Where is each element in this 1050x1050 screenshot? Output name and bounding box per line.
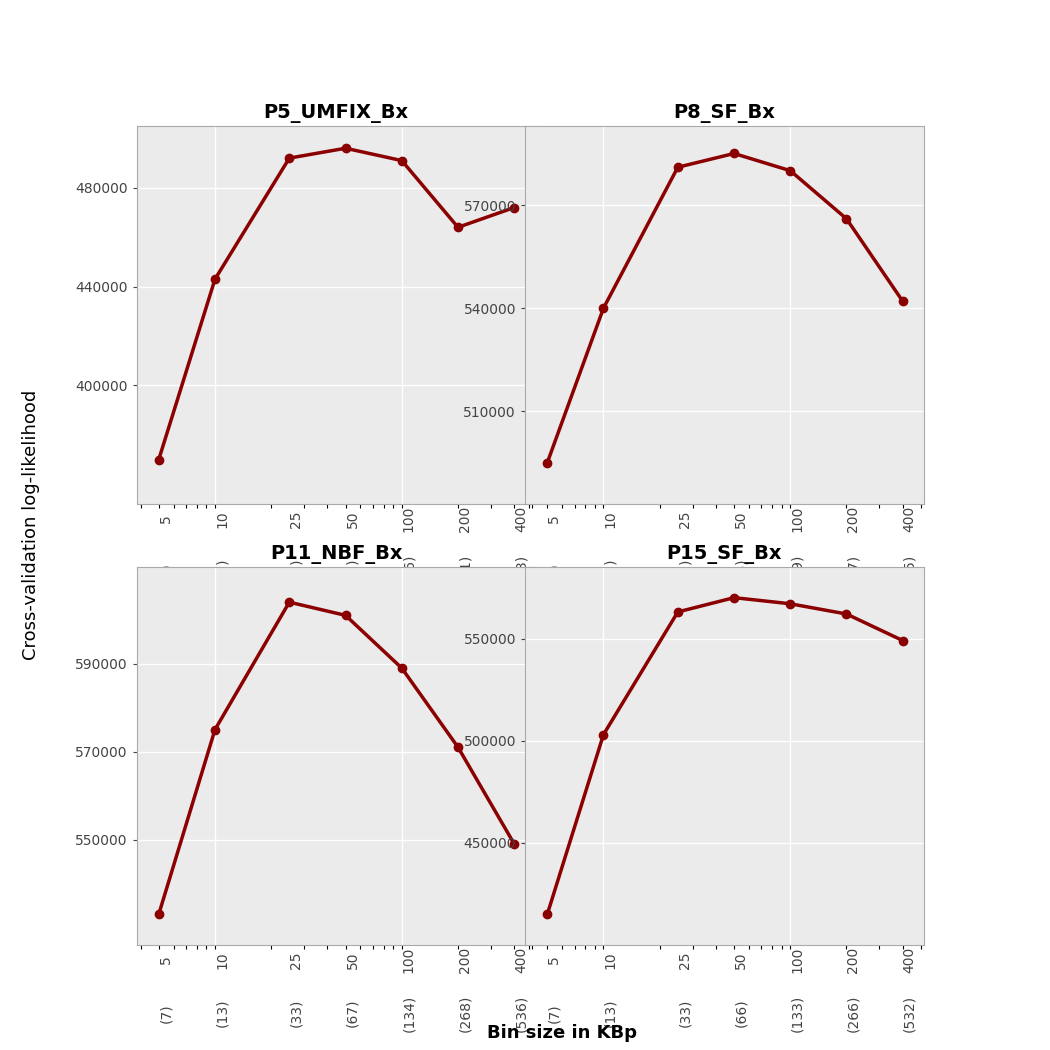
Text: 5: 5 xyxy=(547,514,562,524)
Text: (31): (31) xyxy=(290,558,303,586)
Text: 5: 5 xyxy=(547,956,562,965)
Text: (32): (32) xyxy=(678,558,692,586)
Text: 5: 5 xyxy=(159,514,173,524)
Text: 400: 400 xyxy=(514,506,528,532)
Text: 10: 10 xyxy=(215,510,229,528)
Text: (13): (13) xyxy=(215,558,229,586)
Text: 25: 25 xyxy=(290,510,303,528)
Text: 200: 200 xyxy=(458,947,472,973)
Text: 10: 10 xyxy=(604,951,617,969)
Text: 50: 50 xyxy=(345,510,359,528)
Text: (33): (33) xyxy=(290,999,303,1027)
Text: 10: 10 xyxy=(604,510,617,528)
Text: (268): (268) xyxy=(458,994,472,1032)
Text: (13): (13) xyxy=(604,999,617,1027)
Title: P15_SF_Bx: P15_SF_Bx xyxy=(667,545,782,564)
Text: (251): (251) xyxy=(458,553,472,591)
Text: (7): (7) xyxy=(547,1003,562,1023)
Title: P5_UMFIX_Bx: P5_UMFIX_Bx xyxy=(264,104,408,123)
Text: (33): (33) xyxy=(678,999,692,1027)
Text: (7): (7) xyxy=(159,1003,173,1023)
Text: 200: 200 xyxy=(458,506,472,532)
Text: (6): (6) xyxy=(159,562,173,582)
Text: (13): (13) xyxy=(215,999,229,1027)
Text: (67): (67) xyxy=(345,999,359,1027)
Text: (515): (515) xyxy=(903,553,917,591)
Text: (64): (64) xyxy=(734,558,748,586)
Text: (126): (126) xyxy=(402,553,416,591)
Text: 5: 5 xyxy=(159,956,173,965)
Text: (536): (536) xyxy=(514,994,528,1032)
Text: (66): (66) xyxy=(734,999,748,1027)
Text: Cross-validation log-likelihood: Cross-validation log-likelihood xyxy=(22,390,41,660)
Text: (266): (266) xyxy=(846,994,861,1032)
Text: (129): (129) xyxy=(791,553,804,591)
Text: 400: 400 xyxy=(903,947,917,973)
Text: (13): (13) xyxy=(604,558,617,586)
Text: 400: 400 xyxy=(514,947,528,973)
Text: (532): (532) xyxy=(903,994,917,1031)
Text: 200: 200 xyxy=(846,506,861,532)
Text: 100: 100 xyxy=(791,947,804,973)
Text: 200: 200 xyxy=(846,947,861,973)
Text: 400: 400 xyxy=(903,506,917,532)
Text: 25: 25 xyxy=(678,951,692,969)
Text: (6): (6) xyxy=(547,562,562,582)
Text: (503): (503) xyxy=(514,553,528,590)
Text: (257): (257) xyxy=(846,553,861,590)
Text: (63): (63) xyxy=(345,558,359,586)
Text: 50: 50 xyxy=(734,951,748,969)
Text: 25: 25 xyxy=(290,951,303,969)
Text: 100: 100 xyxy=(791,506,804,532)
Text: (134): (134) xyxy=(402,994,416,1032)
Text: (133): (133) xyxy=(791,994,804,1032)
Title: P8_SF_Bx: P8_SF_Bx xyxy=(673,104,776,123)
Title: P11_NBF_Bx: P11_NBF_Bx xyxy=(270,545,402,564)
Text: 50: 50 xyxy=(345,951,359,969)
Text: 25: 25 xyxy=(678,510,692,528)
Text: 100: 100 xyxy=(402,506,416,532)
Text: 10: 10 xyxy=(215,951,229,969)
Text: 100: 100 xyxy=(402,947,416,973)
Text: 50: 50 xyxy=(734,510,748,528)
Text: Bin size in KBp: Bin size in KBp xyxy=(487,1024,636,1042)
